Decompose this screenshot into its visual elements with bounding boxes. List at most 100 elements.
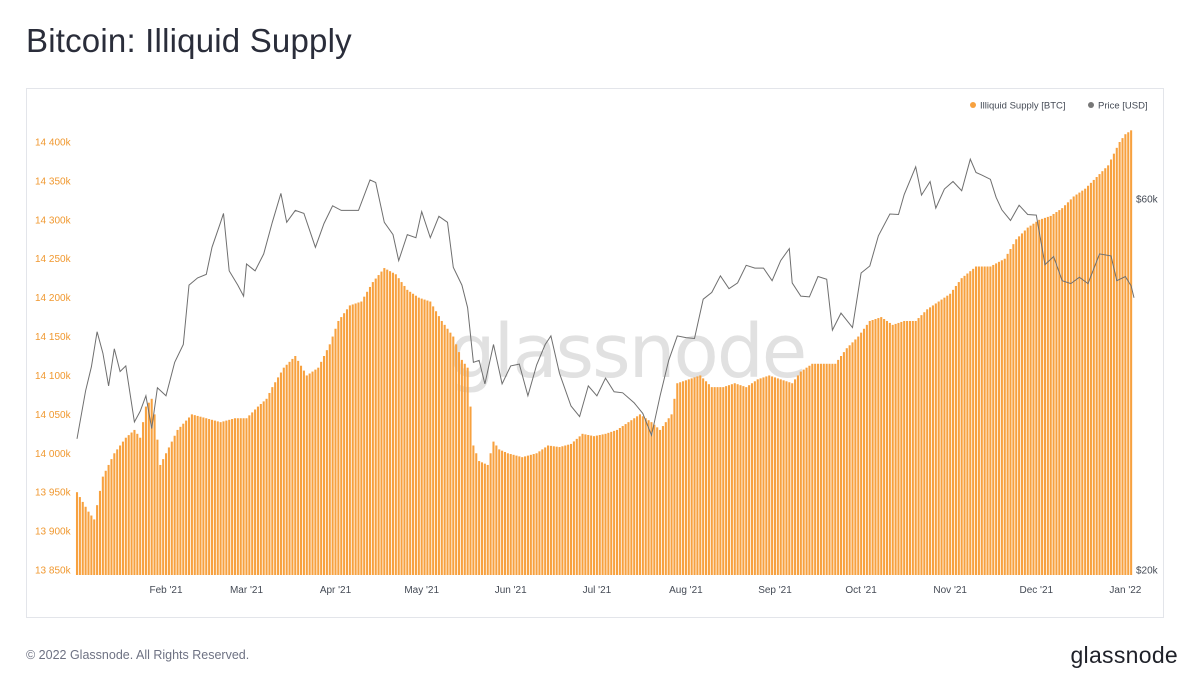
supply-bar	[900, 321, 903, 575]
supply-bar	[877, 318, 880, 575]
supply-bar	[187, 417, 191, 575]
supply-bar	[544, 447, 547, 575]
supply-bar	[1018, 236, 1021, 575]
supply-bar	[572, 441, 575, 575]
supply-bar	[478, 461, 481, 575]
y-left-tick-label: 14 150k	[35, 332, 72, 343]
x-tick-label: Jul '21	[583, 585, 612, 596]
supply-bar	[371, 282, 374, 575]
y-left-tick-label: 14 100k	[35, 371, 72, 382]
supply-bar	[929, 307, 932, 575]
supply-bar	[452, 336, 455, 575]
supply-bar	[501, 450, 504, 575]
supply-bar	[811, 363, 814, 575]
supply-bar	[1084, 188, 1087, 575]
supply-bar	[989, 266, 992, 575]
supply-bar	[193, 415, 196, 575]
supply-bar	[420, 298, 423, 575]
supply-bar	[524, 456, 527, 575]
page-title: Bitcoin: Illiquid Supply	[26, 22, 352, 59]
supply-bar	[561, 446, 564, 575]
legend-label[interactable]: Illiquid Supply [BTC]	[980, 101, 1066, 112]
supply-bar	[162, 459, 165, 575]
brand-logo[interactable]: glassnode	[1070, 642, 1178, 668]
supply-bar	[937, 301, 940, 575]
supply-bar	[460, 359, 463, 575]
supply-bar	[495, 445, 498, 575]
supply-bar	[969, 271, 972, 575]
supply-bar	[983, 266, 986, 575]
supply-bar	[555, 446, 558, 575]
supply-bar	[696, 376, 699, 575]
supply-bar	[952, 289, 955, 575]
supply-bar	[1043, 217, 1046, 575]
supply-bar	[320, 361, 323, 575]
supply-bar	[805, 367, 808, 575]
supply-bar	[570, 443, 573, 575]
supply-bar	[831, 363, 834, 575]
supply-bar	[679, 382, 682, 575]
supply-bar	[435, 311, 438, 575]
x-tick-label: Nov '21	[933, 585, 967, 596]
supply-bar	[630, 420, 633, 575]
y-left-tick-label: 13 950k	[35, 488, 72, 499]
x-tick-label: Sep '21	[758, 585, 792, 596]
supply-bar	[986, 266, 989, 575]
supply-bar	[308, 373, 311, 575]
supply-bar	[943, 297, 946, 575]
supply-bar	[185, 420, 188, 575]
supply-bar	[621, 426, 624, 575]
supply-bar	[147, 402, 150, 575]
y-left-tick-label: 14 200k	[35, 293, 72, 304]
supply-bar	[791, 383, 794, 575]
supply-bar	[107, 464, 110, 575]
supply-bar	[868, 320, 871, 575]
legend-marker	[970, 102, 976, 108]
supply-bar	[506, 453, 509, 575]
supply-bar	[664, 422, 667, 575]
supply-bar	[509, 454, 512, 575]
supply-bar	[216, 421, 219, 575]
supply-bar	[331, 336, 334, 575]
supply-bar	[412, 293, 415, 575]
supply-bar	[377, 275, 380, 575]
supply-bar	[248, 415, 251, 575]
supply-bar	[239, 418, 242, 575]
supply-bar	[245, 418, 248, 575]
supply-bar	[702, 378, 705, 575]
supply-bar	[705, 381, 708, 575]
supply-bar	[1092, 179, 1095, 575]
supply-bar	[972, 268, 975, 575]
supply-bar	[334, 328, 337, 575]
supply-bar	[492, 441, 495, 575]
supply-bar	[995, 263, 998, 575]
supply-bar	[808, 365, 811, 575]
supply-bar	[768, 375, 771, 575]
legend-label[interactable]: Price [USD]	[1098, 101, 1148, 112]
supply-bar	[391, 272, 394, 575]
supply-bar	[1107, 165, 1110, 575]
supply-bar	[638, 414, 641, 575]
supply-bar	[1075, 194, 1078, 575]
supply-bar	[745, 387, 748, 575]
supply-bar	[121, 441, 124, 575]
supply-bar	[314, 369, 317, 575]
supply-bar	[610, 431, 613, 575]
supply-bar	[294, 356, 297, 575]
supply-bar	[894, 323, 897, 575]
supply-bar	[328, 344, 331, 575]
supply-bar	[584, 434, 587, 575]
supply-bar	[903, 320, 906, 575]
supply-bar	[857, 336, 860, 575]
supply-bar	[259, 403, 262, 575]
supply-bar	[231, 419, 234, 575]
supply-bar	[101, 476, 104, 575]
supply-bar	[661, 426, 664, 575]
supply-bar	[934, 303, 937, 575]
supply-bar	[256, 406, 259, 575]
y-left-tick-label: 14 350k	[35, 176, 72, 187]
supply-bar	[210, 419, 214, 575]
supply-bar	[1069, 199, 1072, 575]
supply-bar	[842, 352, 845, 575]
supply-bar	[940, 299, 943, 575]
